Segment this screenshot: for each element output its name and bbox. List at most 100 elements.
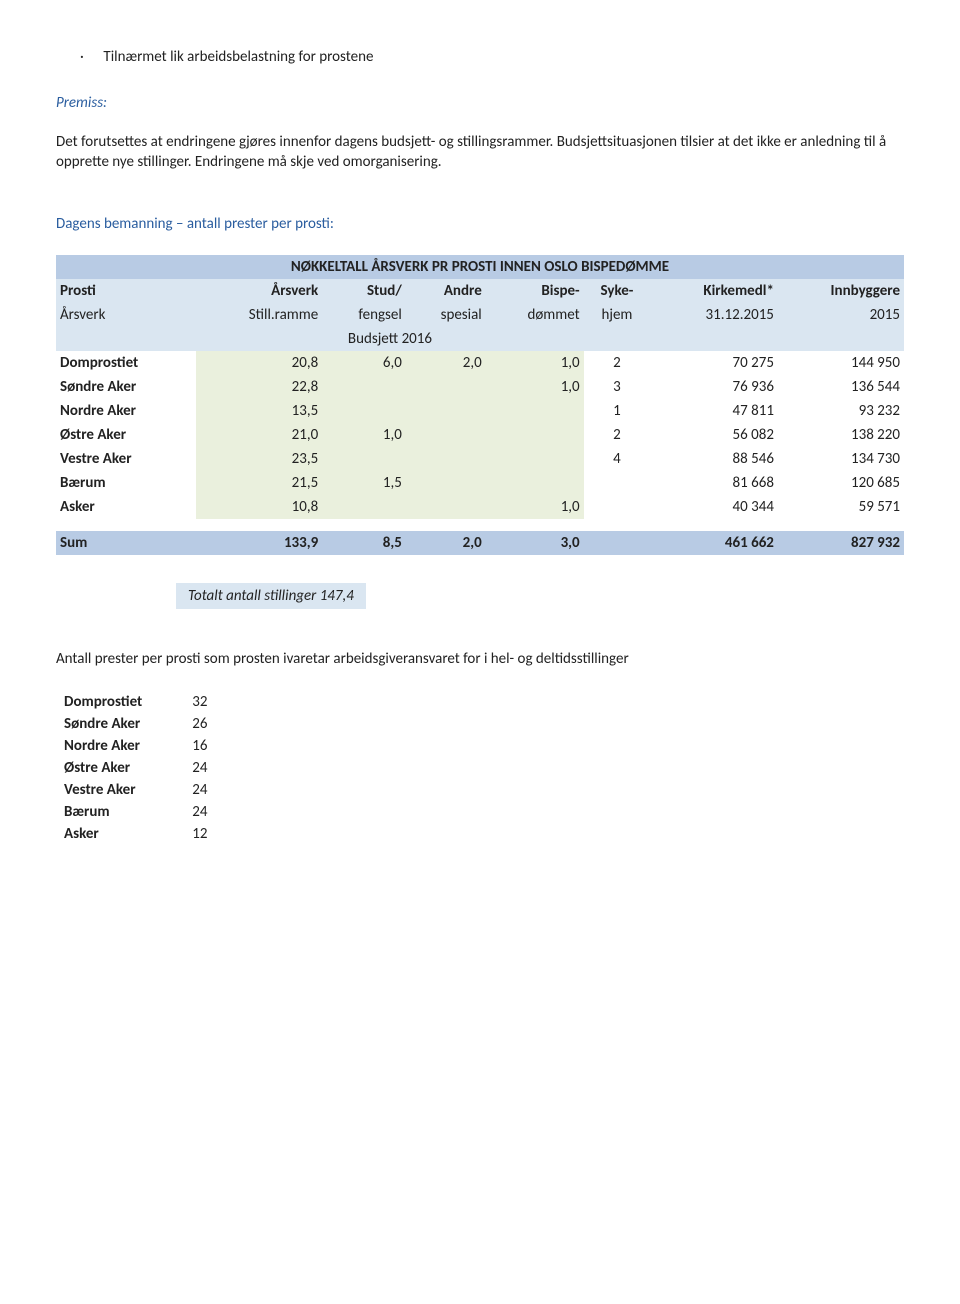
cell: 138 220 xyxy=(778,423,904,447)
count-name: Vestre Aker xyxy=(56,779,184,801)
cell: 3 xyxy=(584,375,651,399)
col-header: Stud/ xyxy=(322,279,406,303)
cell: 13,5 xyxy=(196,399,322,423)
cell xyxy=(322,447,406,471)
cell: 81 668 xyxy=(650,471,778,495)
row-name: Domprostiet xyxy=(56,351,196,375)
sum-cell: 3,0 xyxy=(486,531,584,555)
cell: 23,5 xyxy=(196,447,322,471)
col-header: Andre xyxy=(406,279,486,303)
count-name: Nordre Aker xyxy=(56,735,184,757)
count-value: 24 xyxy=(184,801,215,823)
col-subheader: fengsel xyxy=(322,303,406,327)
cell: 20,8 xyxy=(196,351,322,375)
list-item: Søndre Aker26 xyxy=(56,713,215,735)
cell: 40 344 xyxy=(650,495,778,519)
table-title: NØKKELTALL ÅRSVERK PR PROSTI INNEN OSLO … xyxy=(56,255,904,279)
sum-cell: 133,9 xyxy=(196,531,322,555)
count-name: Domprostiet xyxy=(56,691,184,713)
cell: 2 xyxy=(584,423,651,447)
cell xyxy=(584,495,651,519)
section-subhead: Dagens bemanning – antall prester per pr… xyxy=(56,215,904,233)
cell xyxy=(406,495,486,519)
cell: 1 xyxy=(584,399,651,423)
table-row: Domprostiet 20,8 6,0 2,0 1,0 2 70 275 14… xyxy=(56,351,904,375)
cell xyxy=(486,399,584,423)
intro-paragraph: Det forutsettes at endringene gjøres inn… xyxy=(56,132,904,173)
cell: 76 936 xyxy=(650,375,778,399)
cell xyxy=(486,471,584,495)
sum-cell: 8,5 xyxy=(322,531,406,555)
col-header: Årsverk xyxy=(196,279,322,303)
cell xyxy=(322,495,406,519)
row-name: Østre Aker xyxy=(56,423,196,447)
cell xyxy=(406,471,486,495)
counts-intro: Antall prester per prosti som prosten iv… xyxy=(56,649,904,669)
bullet-dot-icon: · xyxy=(80,48,100,66)
table-row: Nordre Aker 13,5 1 47 811 93 232 xyxy=(56,399,904,423)
cell xyxy=(406,423,486,447)
cell: 1,0 xyxy=(486,495,584,519)
sum-row: Sum 133,9 8,5 2,0 3,0 461 662 827 932 xyxy=(56,531,904,555)
col-subheader: hjem xyxy=(584,303,651,327)
count-value: 26 xyxy=(184,713,215,735)
cell xyxy=(406,399,486,423)
cell xyxy=(584,471,651,495)
col-header: Syke- xyxy=(584,279,651,303)
cell: 88 546 xyxy=(650,447,778,471)
cell: 47 811 xyxy=(650,399,778,423)
count-value: 16 xyxy=(184,735,215,757)
cell: 4 xyxy=(584,447,651,471)
col-subheader: dømmet xyxy=(486,303,584,327)
cell: 2,0 xyxy=(406,351,486,375)
bullet-text: Tilnærmet lik arbeidsbelastning for pros… xyxy=(103,48,373,66)
cell xyxy=(486,447,584,471)
sum-cell xyxy=(584,531,651,555)
count-name: Asker xyxy=(56,823,184,845)
cell: 144 950 xyxy=(778,351,904,375)
count-name: Østre Aker xyxy=(56,757,184,779)
sum-cell: 827 932 xyxy=(778,531,904,555)
list-item: Nordre Aker16 xyxy=(56,735,215,757)
col-header: Prosti xyxy=(56,279,196,303)
cell: 21,0 xyxy=(196,423,322,447)
budget-label: Budsjett 2016 xyxy=(196,327,583,351)
table-row: Asker 10,8 1,0 40 344 59 571 xyxy=(56,495,904,519)
col-subheader: spesial xyxy=(406,303,486,327)
cell: 1,0 xyxy=(486,375,584,399)
count-value: 32 xyxy=(184,691,215,713)
col-subheader: Årsverk xyxy=(56,303,196,327)
list-item: Vestre Aker24 xyxy=(56,779,215,801)
sum-label: Sum xyxy=(56,531,196,555)
cell: 134 730 xyxy=(778,447,904,471)
cell: 120 685 xyxy=(778,471,904,495)
row-name: Søndre Aker xyxy=(56,375,196,399)
col-subheader: Still.ramme xyxy=(196,303,322,327)
cell: 1,0 xyxy=(486,351,584,375)
cell xyxy=(322,375,406,399)
list-item: Asker12 xyxy=(56,823,215,845)
cell xyxy=(406,447,486,471)
sum-cell: 2,0 xyxy=(406,531,486,555)
col-subheader: 31.12.2015 xyxy=(650,303,778,327)
cell: 21,5 xyxy=(196,471,322,495)
count-value: 24 xyxy=(184,779,215,801)
table-row: Vestre Aker 23,5 4 88 546 134 730 xyxy=(56,447,904,471)
cell: 136 544 xyxy=(778,375,904,399)
cell: 10,8 xyxy=(196,495,322,519)
counts-table: Domprostiet32 Søndre Aker26 Nordre Aker1… xyxy=(56,691,215,845)
bullet-item: · Tilnærmet lik arbeidsbelastning for pr… xyxy=(80,48,904,66)
total-positions: Totalt antall stillinger 147,4 xyxy=(176,583,366,609)
col-header: Kirkemedl* xyxy=(650,279,778,303)
sum-cell: 461 662 xyxy=(650,531,778,555)
col-subheader: 2015 xyxy=(778,303,904,327)
table-row: Bærum 21,5 1,5 81 668 120 685 xyxy=(56,471,904,495)
row-name: Vestre Aker xyxy=(56,447,196,471)
cell: 70 275 xyxy=(650,351,778,375)
cell: 6,0 xyxy=(322,351,406,375)
table-row: Østre Aker 21,0 1,0 2 56 082 138 220 xyxy=(56,423,904,447)
count-value: 12 xyxy=(184,823,215,845)
cell: 2 xyxy=(584,351,651,375)
list-item: Domprostiet32 xyxy=(56,691,215,713)
col-header: Bispe- xyxy=(486,279,584,303)
